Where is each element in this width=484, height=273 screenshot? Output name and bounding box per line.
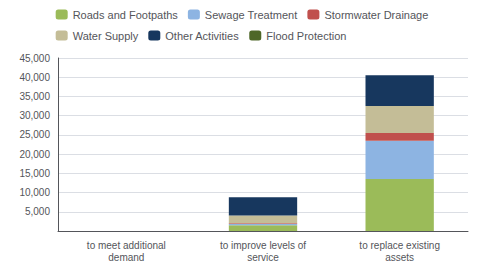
svg-text:assets: assets xyxy=(385,252,414,263)
svg-text:Other Activities: Other Activities xyxy=(165,30,239,42)
svg-text:30,000: 30,000 xyxy=(19,110,50,121)
svg-text:40,000: 40,000 xyxy=(19,72,50,83)
svg-text:5,000: 5,000 xyxy=(25,206,50,217)
svg-text:demand: demand xyxy=(108,252,144,263)
svg-text:to improve levels of: to improve levels of xyxy=(220,240,306,251)
svg-text:Roads and Footpaths: Roads and Footpaths xyxy=(73,9,179,21)
svg-text:to replace existing: to replace existing xyxy=(359,240,440,251)
svg-text:Flood Protection: Flood Protection xyxy=(266,30,346,42)
svg-text:to meet additional: to meet additional xyxy=(87,240,166,251)
svg-text:Sewage Treatment: Sewage Treatment xyxy=(205,9,297,21)
svg-text:service: service xyxy=(247,252,279,263)
svg-text:20,000: 20,000 xyxy=(19,149,50,160)
svg-text:45,000: 45,000 xyxy=(19,53,50,64)
svg-text:15,000: 15,000 xyxy=(19,168,50,179)
svg-text:25,000: 25,000 xyxy=(19,129,50,140)
svg-text:10,000: 10,000 xyxy=(19,187,50,198)
svg-text:35,000: 35,000 xyxy=(19,91,50,102)
svg-text:Water Supply: Water Supply xyxy=(73,30,139,42)
svg-text:Stormwater Drainage: Stormwater Drainage xyxy=(324,9,428,21)
